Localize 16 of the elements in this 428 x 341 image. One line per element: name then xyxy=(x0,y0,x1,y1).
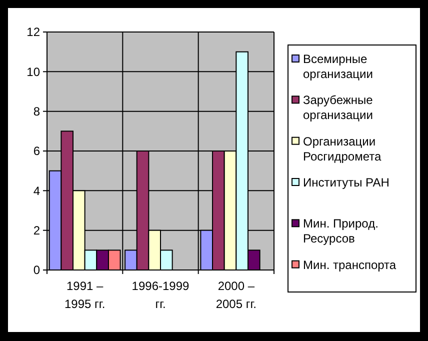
y-tick-label: 6 xyxy=(33,144,40,158)
y-tick-label: 0 xyxy=(33,263,40,278)
y-tick-label: 8 xyxy=(33,104,40,119)
legend-label: Институты РАН xyxy=(303,176,390,190)
y-tick-label: 2 xyxy=(33,224,40,238)
legend-label: Организации Росгидромета xyxy=(303,134,382,164)
legend-label: Всемирные организации xyxy=(303,52,373,81)
y-tick-label: 4 xyxy=(33,184,40,198)
legend-label: Мин. Природ. Ресурсов xyxy=(303,216,378,246)
x-tick-label: 1991 – 1995 гг. xyxy=(64,279,106,311)
x-tick-label: 1996-1999 гг. xyxy=(132,279,190,311)
x-tick-label: 2000 – 2005 гг. xyxy=(216,279,256,311)
legend-label: Мин. транспорта xyxy=(303,258,396,272)
y-tick-label: 12 xyxy=(26,25,40,40)
y-tick-label: 10 xyxy=(26,64,40,79)
legend-label: Зарубежные организации xyxy=(303,93,374,122)
